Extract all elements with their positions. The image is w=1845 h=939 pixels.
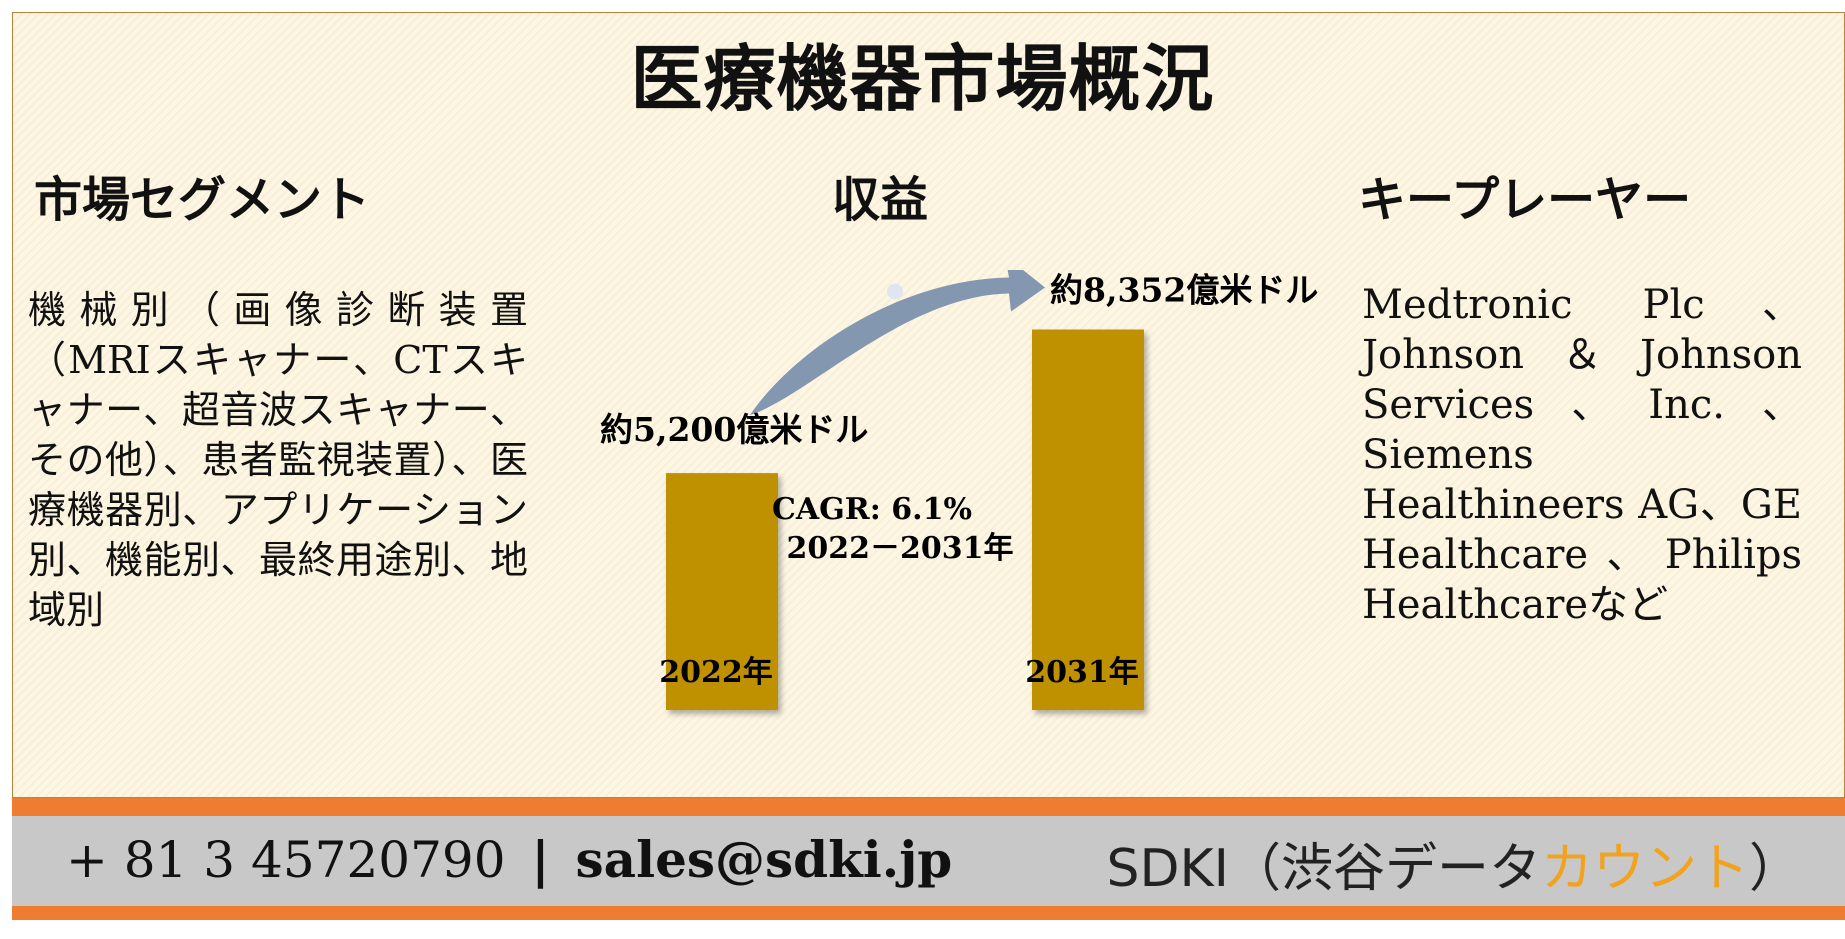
phone-number: + 81 3 45720790 — [66, 831, 506, 889]
footer-bottom-band — [12, 906, 1845, 920]
footer-top-band — [12, 798, 1845, 816]
footer-bar — [12, 816, 1845, 906]
players-heading: キープレーヤー — [1358, 172, 1692, 228]
bar-2022年 — [666, 473, 778, 710]
segments-heading: 市場セグメント — [34, 172, 371, 228]
brand-suffix: ） — [1748, 839, 1801, 899]
data-label-2022: 約5,200億米ドル — [600, 410, 868, 449]
cagr-label: CAGR: 6.1% — [772, 492, 972, 527]
key-players-text: Medtronic Plc、Johnson＆Johnson Services、I… — [1362, 282, 1802, 628]
email-address: sales@sdki.jp — [575, 830, 953, 889]
cagr-period-label: 2022－2031年 — [787, 531, 1014, 566]
category-label-2022: 2022年 — [659, 655, 773, 690]
category-label-2031: 2031年 — [1025, 655, 1139, 690]
revenue-heading: 収益 — [832, 172, 929, 228]
data-label-2031: 約8,352億米ドル — [1050, 271, 1318, 310]
revenue-chart: 約5,200億米ドル 約8,352億米ドル 2022年 2031年 CAGR: … — [600, 270, 1318, 710]
growth-arrow — [750, 270, 1045, 416]
brand-name: SDKI（渋谷データカウント） — [1106, 826, 1801, 901]
contact-info: + 81 3 45720790 | sales@sdki.jp — [66, 830, 952, 889]
segments-text: 機械別（画像診断装置（MRIスキャナー、CTスキャナー、超音波スキャナー、その他… — [28, 288, 528, 632]
arrow-dot — [887, 283, 903, 300]
brand-accent: カウント — [1540, 839, 1749, 899]
page-title: 医療機器市場概況 — [630, 36, 1215, 121]
bar-2031年 — [1032, 329, 1144, 710]
contact-separator: | — [531, 830, 550, 889]
content-panel — [12, 12, 1845, 798]
brand-prefix: SDKI（渋谷データ — [1106, 839, 1541, 899]
